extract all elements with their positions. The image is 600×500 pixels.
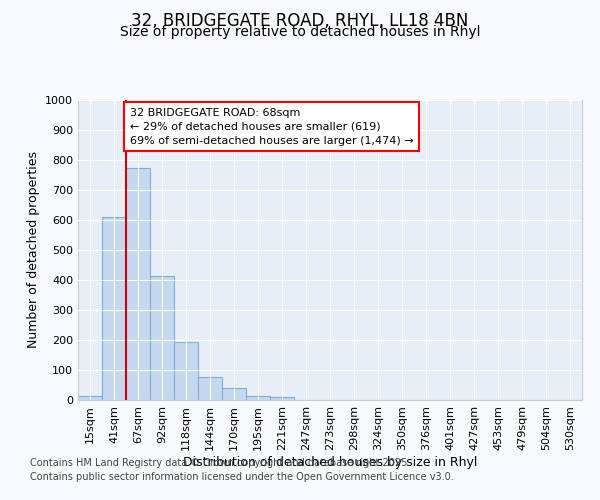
Y-axis label: Number of detached properties: Number of detached properties — [26, 152, 40, 348]
Bar — [222, 388, 246, 400]
Bar — [126, 168, 150, 400]
Bar — [246, 396, 270, 400]
Bar — [198, 376, 222, 400]
Text: Contains public sector information licensed under the Open Government Licence v3: Contains public sector information licen… — [30, 472, 454, 482]
Bar — [78, 396, 102, 400]
X-axis label: Distribution of detached houses by size in Rhyl: Distribution of detached houses by size … — [183, 456, 477, 468]
Text: Contains HM Land Registry data © Crown copyright and database right 2025.: Contains HM Land Registry data © Crown c… — [30, 458, 410, 468]
Bar — [270, 397, 294, 400]
Text: 32, BRIDGEGATE ROAD, RHYL, LL18 4BN: 32, BRIDGEGATE ROAD, RHYL, LL18 4BN — [131, 12, 469, 30]
Text: 32 BRIDGEGATE ROAD: 68sqm
← 29% of detached houses are smaller (619)
69% of semi: 32 BRIDGEGATE ROAD: 68sqm ← 29% of detac… — [130, 108, 413, 146]
Text: Size of property relative to detached houses in Rhyl: Size of property relative to detached ho… — [120, 25, 480, 39]
Bar — [150, 276, 174, 400]
Bar — [102, 217, 126, 400]
Bar — [174, 342, 198, 400]
